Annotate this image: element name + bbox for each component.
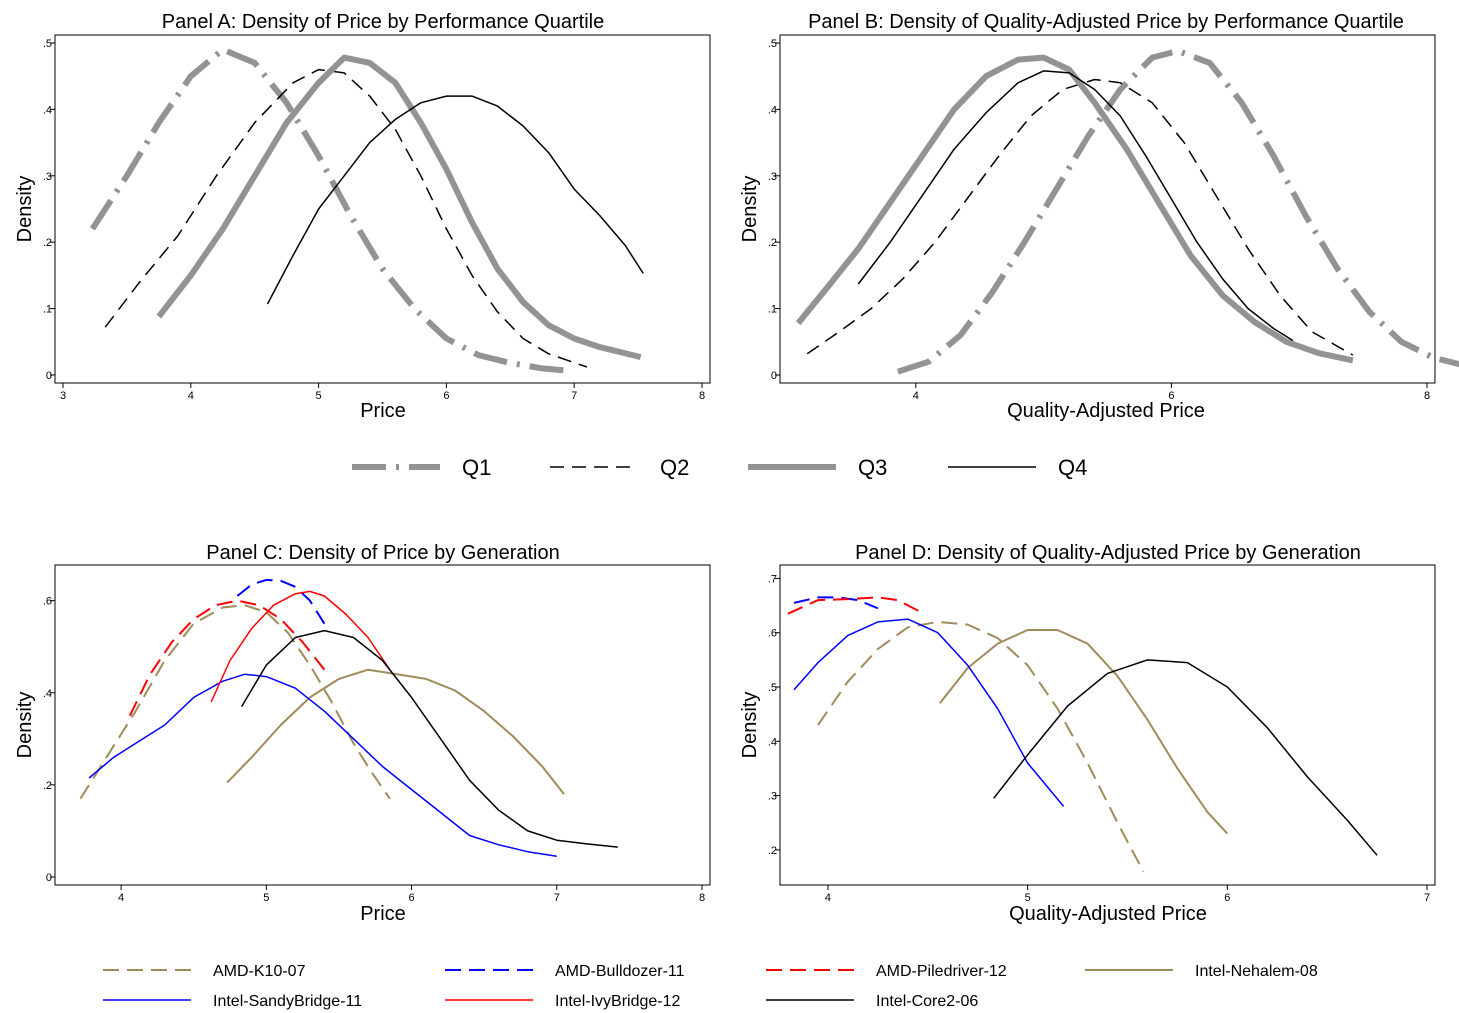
panel-d-ytick-label: .7 [768,573,777,585]
panel-a-ytick-label: .4 [43,104,52,116]
panel-d-series-k10 [817,620,1145,873]
legend-label-k10: AMD-K10-07 [213,963,306,980]
panel-a-xtick-label: 3 [60,390,66,402]
panel-c-ytick-label: .2 [43,780,52,792]
panel-c-plot-frame [54,564,711,886]
panel-a-xlabel: Price [360,400,406,422]
panel-a-series-q1 [89,46,566,374]
panel-c-xtick-label: 7 [554,892,560,904]
panel-c-series-bull [236,578,326,625]
panel-c-series-sandy [88,673,557,858]
legend-quartiles: Q1 Q2 Q3 Q4 [352,455,1087,480]
panel-d-xtick-label: 4 [825,892,831,904]
panel-d-series-core2 [993,659,1378,856]
panel-a-ytick-label: .2 [43,237,52,249]
panel-b-plot-frame [779,34,1436,384]
panel-a-xtick-label: 5 [316,390,322,402]
panel-c-title: Panel C: Density of Price by Generation [206,542,560,564]
panel-b-ytick-label: .3 [768,171,777,183]
legend-label-q3: Q3 [858,455,887,480]
panel-d-ytick-label: .3 [768,791,777,803]
panel-c-xtick-label: 4 [118,892,124,904]
panel-d-xtick-label: 6 [1224,892,1230,904]
panel-c-series-pile [128,599,326,717]
panel-d-ytick-label: .5 [768,682,777,694]
panel-d-series-sandy [793,618,1065,807]
panel-c-ytick-label: 0 [46,872,52,884]
panel-d-series-pile [787,596,925,615]
panel-b-title: Panel B: Density of Quality-Adjusted Pri… [808,11,1404,33]
panel-d-ytick-label: .6 [768,628,777,640]
panel-c: Panel C: Density of Price by Generation … [14,542,711,925]
panel-b-series-q4 [857,70,1294,342]
panel-b-ytick-label: .4 [768,104,777,116]
panel-b-xtick-label: 6 [1168,390,1174,402]
panel-c-ylabel: Density [14,692,36,759]
panel-a-xtick-label: 6 [443,390,449,402]
legend-label-neh: Intel-Nehalem-08 [1195,963,1318,980]
panel-c-series-k10 [79,604,391,800]
panel-b-ylabel: Density [739,176,761,243]
panel-c-xtick-label: 5 [263,892,269,904]
panel-a-xtick-label: 4 [188,390,194,402]
panel-b-xtick-label: 4 [913,390,919,402]
panel-c-xlabel: Price [360,903,406,925]
panel-a-series-q3 [156,54,642,361]
panel-a-series-q4 [266,95,644,305]
panel-d-xtick-label: 5 [1025,892,1031,904]
panel-c-series-core2 [240,629,618,848]
panel-d-xtick-label: 7 [1424,892,1430,904]
panel-a-plot-frame [54,34,711,384]
panel-c-series-neh [226,668,565,795]
panel-b-ytick-label: .2 [768,237,777,249]
panel-d-series-neh [939,629,1229,835]
panel-a-series-q2 [104,68,588,368]
panel-b-ytick-label: 0 [771,370,777,382]
panel-b-ytick-label: .1 [768,304,777,316]
panel-b-series-q1 [896,48,1459,375]
panel-a-ytick-label: .5 [43,38,52,50]
legend-label-bull: AMD-Bulldozer-11 [555,963,685,980]
panel-a-ytick-label: .1 [43,304,52,316]
panel-d-xlabel: Quality-Adjusted Price [1009,903,1207,925]
panel-c-ytick-label: .4 [43,688,52,700]
panel-c-ytick-label: .6 [43,596,52,608]
panel-a-ytick-label: 0 [46,370,52,382]
panel-d-ylabel: Density [739,692,761,759]
legend-generations: AMD-K10-07 AMD-Bulldozer-11 AMD-Piledriver… [103,963,1318,1010]
legend-label-q1: Q1 [462,455,491,480]
panel-a-xtick-label: 7 [571,390,577,402]
legend-label-sandy: Intel-SandyBridge-11 [213,993,362,1010]
panel-c-xtick-label: 8 [699,892,705,904]
panel-d-ytick-label: .2 [768,845,777,857]
panel-d-title: Panel D: Density of Quality-Adjusted Pri… [855,542,1361,564]
panel-a: Panel A: Density of Price by Performance… [14,11,711,422]
panel-d: Panel D: Density of Quality-Adjusted Pri… [739,542,1436,925]
panel-a-ylabel: Density [14,176,36,243]
panel-b-series-q2 [806,78,1354,356]
panel-a-xtick-label: 8 [699,390,705,402]
panel-a-title: Panel A: Density of Price by Performance… [162,11,604,33]
legend-label-q4: Q4 [1058,455,1087,480]
legend-label-q2: Q2 [660,455,689,480]
panel-b-ytick-label: .5 [768,38,777,50]
panel-b-xlabel: Quality-Adjusted Price [1007,400,1205,422]
legend-label-core2: Intel-Core2-06 [876,993,978,1010]
panel-c-series-ivy [210,590,391,703]
panel-d-ytick-label: .4 [768,736,777,748]
legend-label-ivy: Intel-IvyBridge-12 [555,993,680,1010]
panel-c-xtick-label: 6 [408,892,414,904]
panel-d-plot-frame [779,564,1436,886]
panel-b-xtick-label: 8 [1424,390,1430,402]
panel-a-ytick-label: .3 [43,171,52,183]
panel-b: Panel B: Density of Quality-Adjusted Pri… [739,11,1459,422]
legend-label-pile: AMD-Piledriver-12 [876,963,1007,980]
panel-b-series-q3 [795,54,1354,364]
